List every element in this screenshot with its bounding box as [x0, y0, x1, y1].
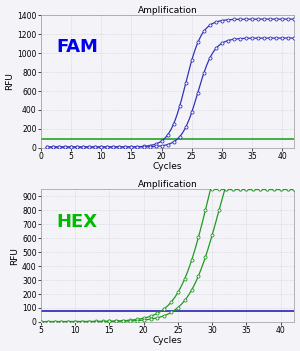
- X-axis label: Cycles: Cycles: [153, 337, 182, 345]
- Y-axis label: RFU: RFU: [6, 73, 15, 91]
- X-axis label: Cycles: Cycles: [153, 162, 182, 171]
- Title: Amplification: Amplification: [138, 180, 197, 189]
- Text: FAM: FAM: [56, 38, 98, 57]
- Text: HEX: HEX: [56, 212, 97, 231]
- Y-axis label: RFU: RFU: [10, 247, 19, 265]
- Title: Amplification: Amplification: [138, 6, 197, 14]
